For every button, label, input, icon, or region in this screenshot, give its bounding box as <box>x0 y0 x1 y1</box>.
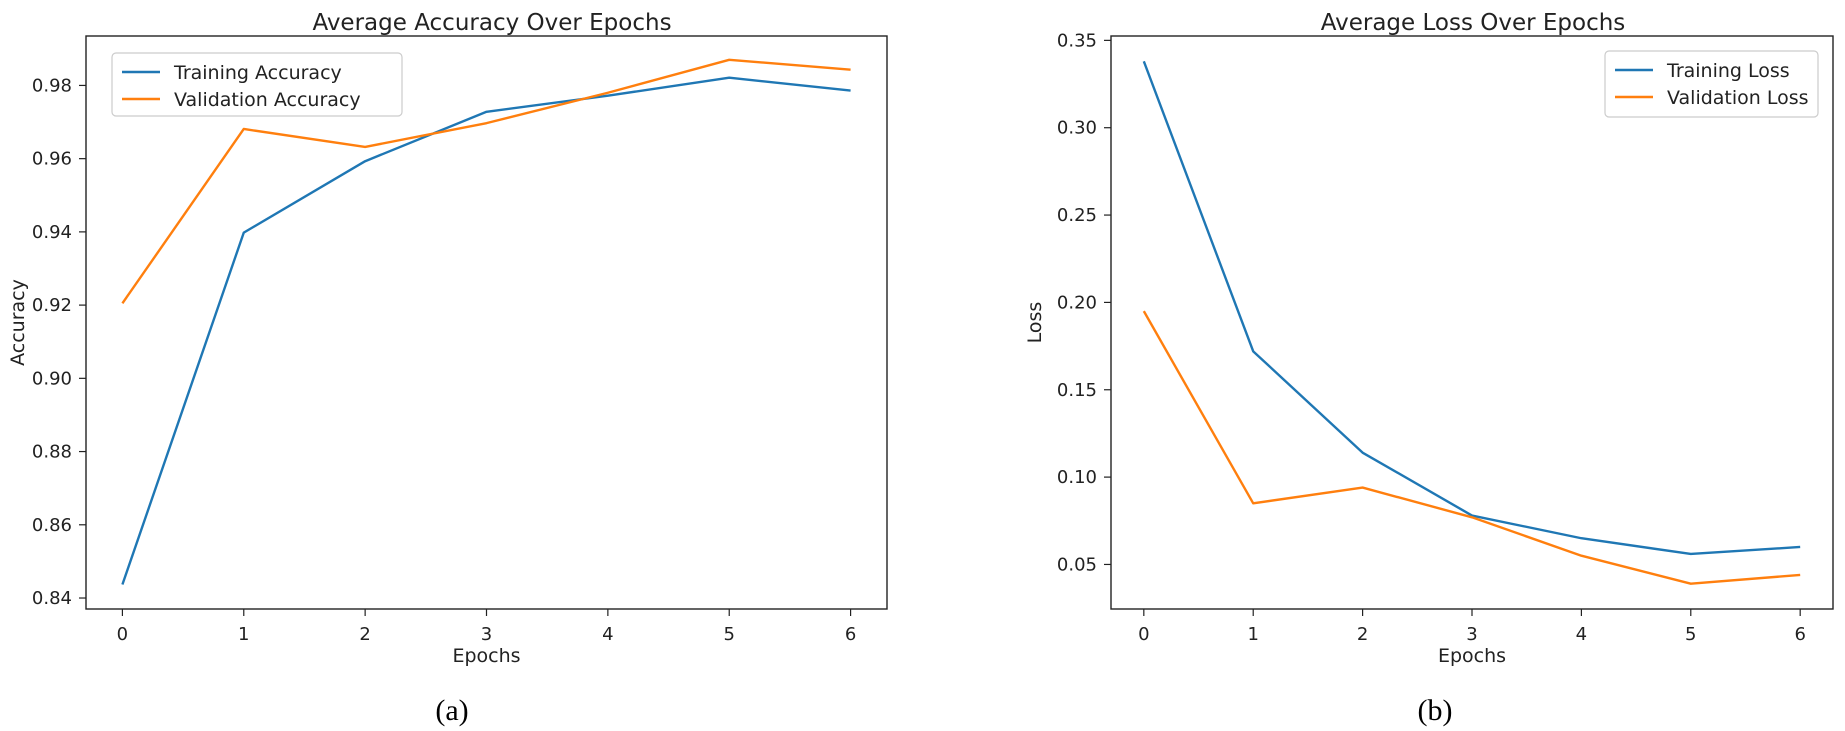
x-tick-label: 2 <box>359 624 370 645</box>
x-tick-label: 2 <box>1357 624 1368 645</box>
series-line-training-accuracy <box>121 76 851 585</box>
y-tick-label: 0.88 <box>32 442 72 463</box>
x-axis-label: Epochs <box>452 645 520 667</box>
legend-label: Training Accuracy <box>173 62 342 84</box>
y-tick-label: 0.25 <box>1057 205 1097 226</box>
x-tick-label: 6 <box>1794 624 1805 645</box>
chart-title: Average Loss Over Epochs <box>1321 10 1626 36</box>
y-tick-label: 0.90 <box>32 368 72 389</box>
legend-box <box>1604 50 1819 118</box>
figure-caption: (a) <box>435 694 468 727</box>
chart-0: Average Accuracy Over Epochs 0 1 2 3 4 5 6 0.84 0… <box>7 10 888 727</box>
chart-title: Average Accuracy Over Epochs <box>312 10 671 36</box>
legend-box <box>111 52 403 117</box>
y-tick-label: 0.30 <box>1057 118 1097 139</box>
x-tick-label: 0 <box>1138 624 1149 645</box>
x-tick-label: 4 <box>602 624 613 645</box>
y-tick-label: 0.96 <box>32 149 72 170</box>
y-tick-label: 0.86 <box>32 515 72 536</box>
legend-label: Validation Loss <box>1667 87 1809 109</box>
legend-label: Validation Accuracy <box>174 89 361 111</box>
chart-1: Average Loss Over Epochs 0 1 2 3 4 5 6 0.05 0.10 0… <box>1024 10 1834 727</box>
x-tick-label: 6 <box>845 624 856 645</box>
series-line-validation-loss <box>1142 310 1801 585</box>
legend: Training Loss Validation Loss <box>1604 50 1819 118</box>
y-tick-label: 0.98 <box>32 75 72 96</box>
y-tick-label: 0.92 <box>32 295 72 316</box>
plot-frame <box>1110 35 1834 610</box>
x-tick-label: 5 <box>1685 624 1696 645</box>
x-tick-label: 3 <box>1466 624 1477 645</box>
y-tick-label: 0.15 <box>1057 380 1097 401</box>
y-tick-label: 0.05 <box>1057 554 1097 575</box>
y-tick-label: 0.94 <box>32 222 72 243</box>
x-tick-label: 3 <box>481 624 492 645</box>
figure-caption: (b) <box>1418 694 1453 727</box>
x-tick-label: 4 <box>1576 624 1587 645</box>
x-axis-label: Epochs <box>1438 645 1506 667</box>
y-tick-label: 0.35 <box>1057 30 1097 51</box>
y-tick-label: 0.20 <box>1057 292 1097 313</box>
x-tick-label: 0 <box>117 624 128 645</box>
x-tick-label: 1 <box>1247 624 1258 645</box>
x-tick-label: 5 <box>724 624 735 645</box>
legend: Training Accuracy Validation Accuracy <box>111 52 403 117</box>
y-axis-label: Loss <box>1024 302 1046 344</box>
series-line-validation-accuracy <box>121 58 851 304</box>
y-tick-label: 0.10 <box>1057 467 1097 488</box>
series-line-training-loss <box>1142 60 1801 556</box>
y-tick-label: 0.84 <box>32 588 72 609</box>
y-axis-label: Accuracy <box>7 279 29 366</box>
legend-label: Training Loss <box>1666 60 1790 82</box>
x-tick-label: 1 <box>238 624 249 645</box>
